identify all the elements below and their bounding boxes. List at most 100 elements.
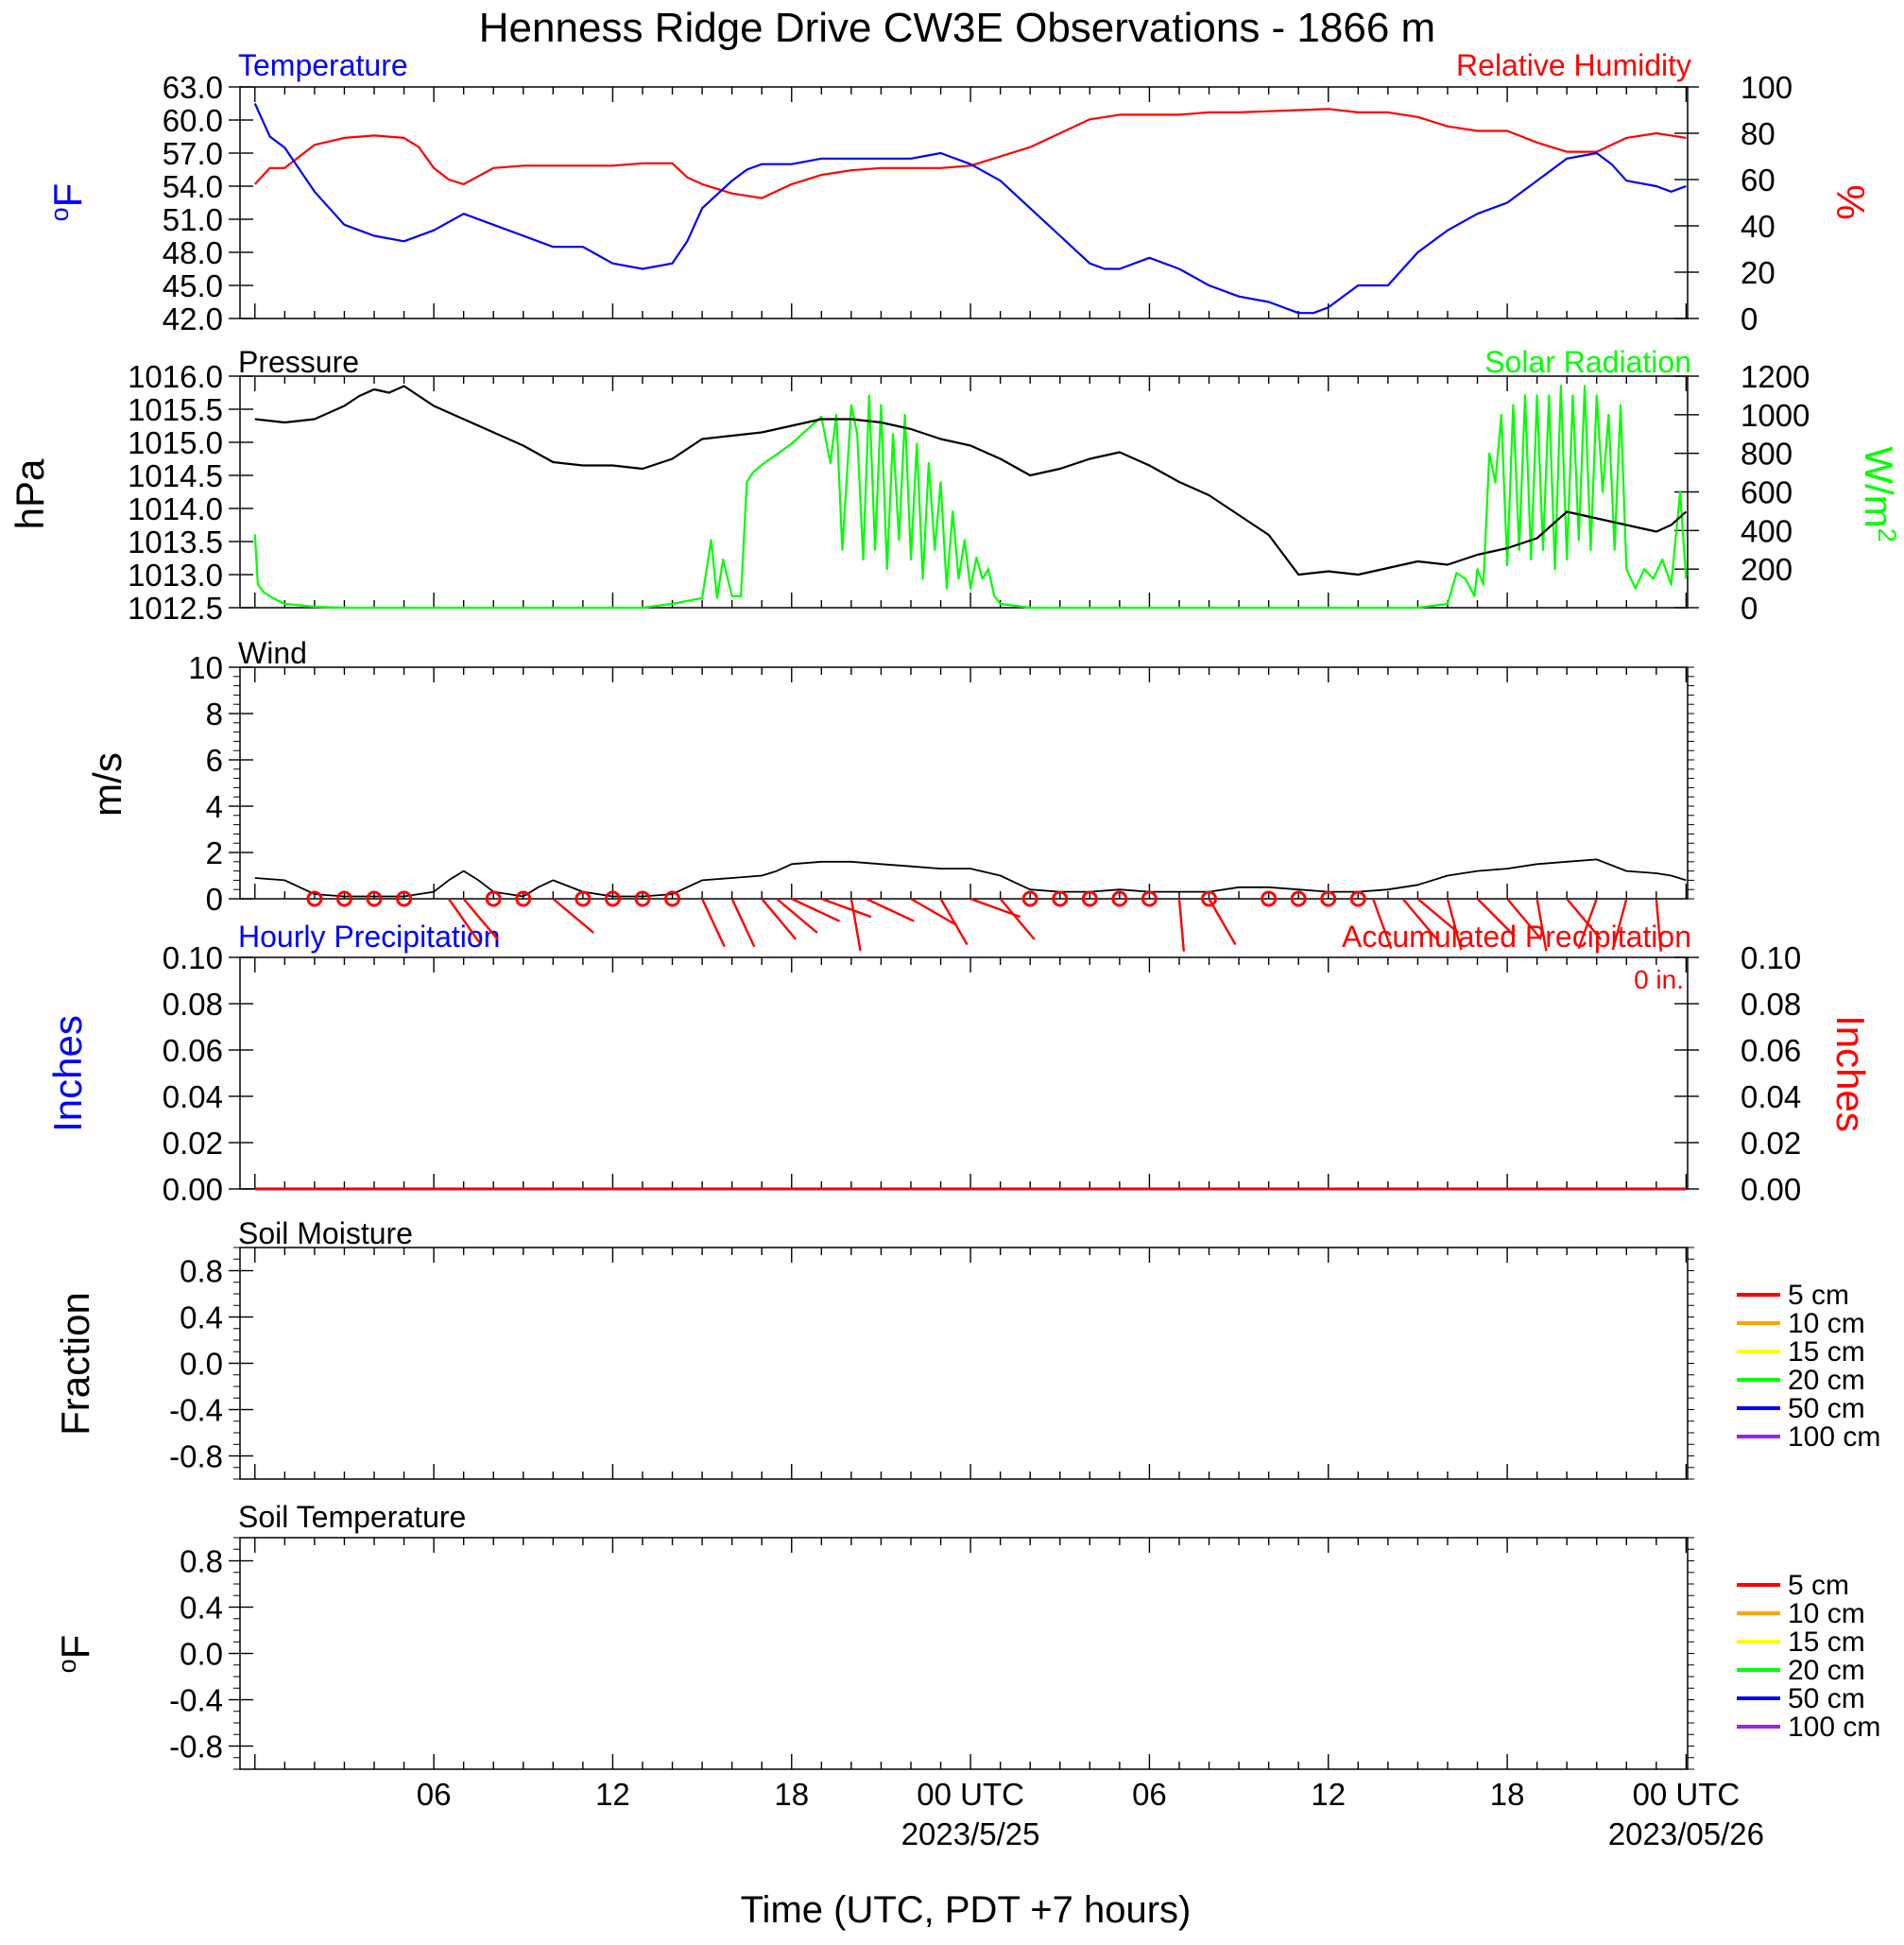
y-tick-label-temperature: 60.0	[163, 103, 223, 138]
y-tick-label-wind: 4	[206, 789, 223, 824]
calm-wind-marker	[515, 890, 532, 907]
wind-barb	[1476, 898, 1516, 938]
y-tick-label-hourly-precip: 0.06	[163, 1033, 223, 1068]
y-tick-label-accum-precip: 0.04	[1741, 1079, 1801, 1114]
y-tick-label-temperature: 63.0	[163, 70, 223, 105]
legend-label: 5 cm	[1788, 1570, 1849, 1601]
y-tick-label-solar: 600	[1741, 475, 1793, 510]
x-tick-label: 12	[595, 1777, 630, 1812]
calm-wind-marker	[1201, 890, 1218, 907]
y-tick-label-accum-precip: 0.00	[1741, 1172, 1801, 1207]
wind-barb	[1401, 898, 1438, 940]
y-tick-label-soil: 0.0	[180, 1637, 223, 1672]
legend-label: 10 cm	[1788, 1598, 1865, 1629]
y-tick-label-soil: 0.8	[180, 1544, 223, 1579]
wind-barb	[866, 897, 915, 922]
temperature-line	[253, 103, 1687, 315]
wind-barb	[552, 898, 594, 934]
y-tick-label-soil: 0.4	[180, 1591, 223, 1626]
y-tick-label-pressure: 1015.0	[128, 425, 223, 460]
y-tick-label-solar: 1000	[1741, 398, 1810, 433]
calm-wind-marker	[664, 890, 681, 907]
wind-barb	[1177, 898, 1186, 952]
wind-barb	[447, 898, 480, 943]
wind-barb	[1655, 898, 1662, 952]
y-tick-label-pressure: 1016.0	[128, 359, 223, 394]
panel-soil-temperature: Soil Temperature oF	[53, 1500, 466, 1673]
wind-barb	[1566, 898, 1603, 940]
calm-wind-marker	[1349, 890, 1366, 907]
panel-title-pressure: Pressure	[238, 345, 359, 379]
y-tick-label-humidity: 100	[1741, 70, 1793, 105]
wind-barb	[820, 897, 872, 919]
wind-barb	[939, 898, 969, 946]
ylabel-soil-moisture: Fraction	[53, 1292, 97, 1436]
x-tick-label: 06	[1132, 1777, 1167, 1812]
panel-soil-moisture: Soil Moisture Fraction	[53, 1216, 413, 1436]
panel-title-humidity: Relative Humidity	[1456, 48, 1691, 82]
x-tick-label: 06	[417, 1777, 452, 1812]
panel-pressure: Pressure Solar Radiation hPa W/m2	[8, 345, 1901, 542]
panel-frame-4	[239, 956, 1689, 1190]
y-tick-label-accum-precip: 0.08	[1741, 987, 1801, 1022]
panel-frame-6	[239, 1537, 1689, 1770]
y-tick-label-temperature: 48.0	[163, 235, 223, 270]
y-tick-label-solar: 1200	[1741, 359, 1810, 394]
ylabel-solar: W/m2	[1857, 446, 1901, 542]
legend-label: 5 cm	[1788, 1280, 1849, 1311]
y-tick-label-soil: 0.0	[180, 1347, 223, 1382]
panel-frame-5	[239, 1247, 1689, 1480]
panel-title-accum-precip: Accumulated Precipitation	[1342, 920, 1691, 954]
panel-frame-1	[239, 86, 1689, 319]
wind-barb	[761, 898, 798, 940]
ylabel-temperature: oF	[45, 183, 90, 222]
y-tick-label-humidity: 60	[1741, 163, 1775, 198]
x-date-label: 2023/05/26	[1608, 1816, 1764, 1851]
x-tick-label: 00 UTC	[917, 1777, 1024, 1812]
y-tick-label-temperature: 57.0	[163, 136, 223, 171]
y-tick-label-pressure: 1014.0	[128, 491, 223, 526]
y-tick-label-soil: -0.4	[169, 1393, 223, 1428]
y-tick-label-soil: 0.4	[180, 1300, 223, 1335]
wind-barb	[1506, 898, 1543, 940]
y-tick-label-pressure: 1015.5	[128, 392, 223, 427]
wind-barb	[1577, 898, 1598, 950]
panel-title-soil-temperature: Soil Temperature	[238, 1500, 466, 1534]
y-tick-label-wind: 10	[188, 650, 223, 685]
pressure-line	[254, 385, 1688, 577]
calm-wind-marker	[1290, 890, 1307, 907]
legend-label: 50 cm	[1788, 1683, 1865, 1714]
y-tick-label-temperature: 45.0	[163, 268, 223, 303]
wind-barb	[1416, 898, 1460, 934]
y-tick-label-hourly-precip: 0.08	[163, 987, 223, 1022]
y-tick-label-wind: 0	[206, 882, 223, 917]
calm-wind-marker	[1111, 890, 1128, 907]
y-tick-label-wind: 2	[206, 835, 223, 870]
y-tick-label-pressure: 1013.0	[128, 558, 223, 593]
calm-wind-marker	[485, 890, 502, 907]
y-tick-label-temperature: 42.0	[163, 301, 223, 336]
ylabel-soil-temperature: oF	[53, 1635, 97, 1674]
ylabel-accum-precip: Inches	[1828, 1015, 1873, 1132]
y-tick-label-hourly-precip: 0.00	[163, 1172, 223, 1207]
calm-wind-marker	[396, 890, 413, 907]
legend-label: 20 cm	[1788, 1365, 1865, 1396]
solar-line	[253, 385, 1688, 610]
chart-marks: 63.060.057.054.051.048.045.042.010080604…	[128, 70, 1880, 1851]
panel-title-wind: Wind	[238, 636, 307, 670]
y-tick-label-humidity: 20	[1741, 255, 1775, 290]
calm-wind-marker	[1261, 890, 1278, 907]
chart-title: Henness Ridge Drive CW3E Observations - …	[479, 5, 1435, 51]
legend-label: 10 cm	[1788, 1308, 1865, 1339]
wind-speed-line	[254, 858, 1687, 898]
legend-label: 15 cm	[1788, 1627, 1865, 1658]
panel-precipitation: Hourly Precipitation Accumulated Precipi…	[45, 920, 1873, 1132]
y-tick-label-soil: -0.8	[169, 1439, 223, 1474]
wind-barb	[1611, 898, 1628, 951]
calm-wind-marker	[1081, 890, 1098, 907]
wind-barb	[701, 898, 726, 948]
y-tick-label-solar: 0	[1741, 591, 1758, 626]
precip-total-annotation: 0 in.	[1634, 965, 1684, 994]
x-date-label: 2023/5/25	[901, 1816, 1040, 1851]
